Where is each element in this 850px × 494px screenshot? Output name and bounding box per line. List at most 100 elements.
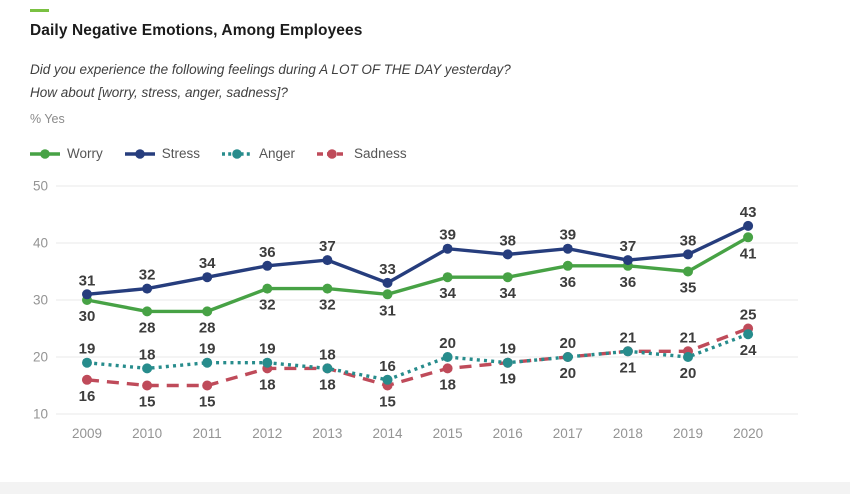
data-label-stress: 38 [680,232,697,249]
data-label-worry: 32 [259,297,276,314]
data-point-worry [262,283,273,294]
legend-label-stress: Stress [161,146,201,161]
data-label-anger: 21 [620,329,637,346]
data-point-stress [82,289,92,300]
data-label-stress: 34 [199,255,216,272]
data-point-anger [382,374,393,385]
data-label-anger: 18 [319,346,336,363]
x-axis-label: 2012 [252,426,282,441]
legend-item-stress: Stress [124,146,201,161]
subtitle-line-2: How about [worry, stress, anger, sadness… [30,84,288,100]
data-label-stress: 36 [259,244,276,261]
data-label-stress: 43 [740,204,757,221]
stress-line-marker-icon [124,148,155,159]
data-point-anger [82,357,92,368]
data-label-sadness: 18 [439,376,456,393]
data-label-stress: 33 [379,261,396,278]
x-axis-label: 2011 [193,426,222,441]
x-axis-label: 2018 [613,426,643,441]
x-axis-label: 2013 [312,426,342,441]
chart-subtitle: Did you experience the following feeling… [30,59,511,104]
legend-item-worry: Worry [30,146,103,161]
data-label-worry: 28 [139,319,156,336]
data-point-anger [442,352,453,362]
x-axis-label: 2009 [72,426,102,441]
data-label-sadness: 16 [79,388,96,405]
y-axis-label: 50 [33,179,48,194]
legend-label-sadness: Sadness [354,146,407,161]
data-point-stress [743,220,754,231]
data-label-worry: 36 [620,274,637,291]
data-label-stress: 39 [439,227,456,244]
data-point-sadness [142,380,153,391]
data-label-stress: 37 [620,238,637,255]
series-line-worry [86,235,749,314]
data-point-stress [442,243,453,254]
data-label-worry: 31 [379,302,396,319]
data-label-anger: 24 [740,342,757,359]
x-axis-label: 2014 [372,426,403,441]
data-label-worry: 34 [439,285,456,302]
data-label-anger: 18 [139,346,156,363]
data-label-sadness: 21 [680,329,697,346]
data-point-sadness [82,374,92,385]
data-label-sadness: 18 [319,376,336,393]
legend-label-worry: Worry [67,146,103,161]
chart-area: 50 40 30 20 10 2009 2010 2011 2012 2013 2014 2015 20… [0,176,850,466]
legend-item-sadness: Sadness [317,146,407,161]
data-label-sadness: 25 [740,307,757,324]
x-axis-label: 2019 [673,426,703,441]
y-axis-label: 40 [33,236,48,251]
legend-item-anger: Anger [222,146,295,161]
x-axis-label: 2017 [553,426,583,441]
x-axis-label: 2015 [433,426,463,441]
x-axis-label: 2016 [493,426,523,441]
data-point-stress [622,255,633,266]
anger-line-marker-icon [222,148,253,159]
data-point-worry [743,232,754,243]
data-point-worry [322,283,333,294]
data-label-sadness: 18 [259,376,276,393]
data-label-anger: 19 [79,341,96,358]
data-label-anger: 16 [379,358,396,375]
data-label-sadness: 20 [559,365,576,382]
data-label-worry: 34 [499,285,516,302]
data-point-worry [562,260,573,271]
y-axis-label: 10 [33,407,48,422]
data-point-worry [442,272,453,283]
subtitle-line-1: Did you experience the following feeling… [30,62,511,77]
data-label-sadness: 21 [620,359,637,376]
bottom-strip [0,482,850,494]
data-point-stress [322,255,333,266]
accent-bar [30,9,49,12]
data-point-anger [322,363,333,374]
unit-label: % Yes [30,112,65,126]
data-label-stress: 31 [79,272,96,289]
y-axis-label: 30 [33,293,48,308]
data-label-worry: 32 [319,297,336,314]
data-point-worry [142,306,153,317]
data-label-anger: 20 [439,335,456,352]
data-point-stress [142,283,153,294]
series-line-sadness [86,326,749,388]
data-point-stress [262,260,273,271]
data-point-stress [382,277,393,288]
data-label-worry: 36 [559,274,576,291]
chart-legend: Worry Stress Anger Sadness [30,146,407,161]
data-point-stress [202,272,213,283]
series-line-anger [86,332,749,382]
data-point-worry [202,306,213,317]
data-label-stress: 39 [559,227,576,244]
data-label-sadness: 15 [379,394,396,411]
data-point-anger [622,346,633,357]
data-label-anger: 20 [680,365,697,382]
data-label-anger: 19 [199,341,216,358]
data-label-sadness: 15 [199,394,216,411]
data-label-worry: 35 [680,280,697,297]
data-label-anger: 20 [559,335,576,352]
data-label-anger: 19 [259,341,276,358]
data-point-stress [502,249,513,260]
y-axis-label: 20 [33,350,48,365]
data-point-anger [743,329,754,340]
